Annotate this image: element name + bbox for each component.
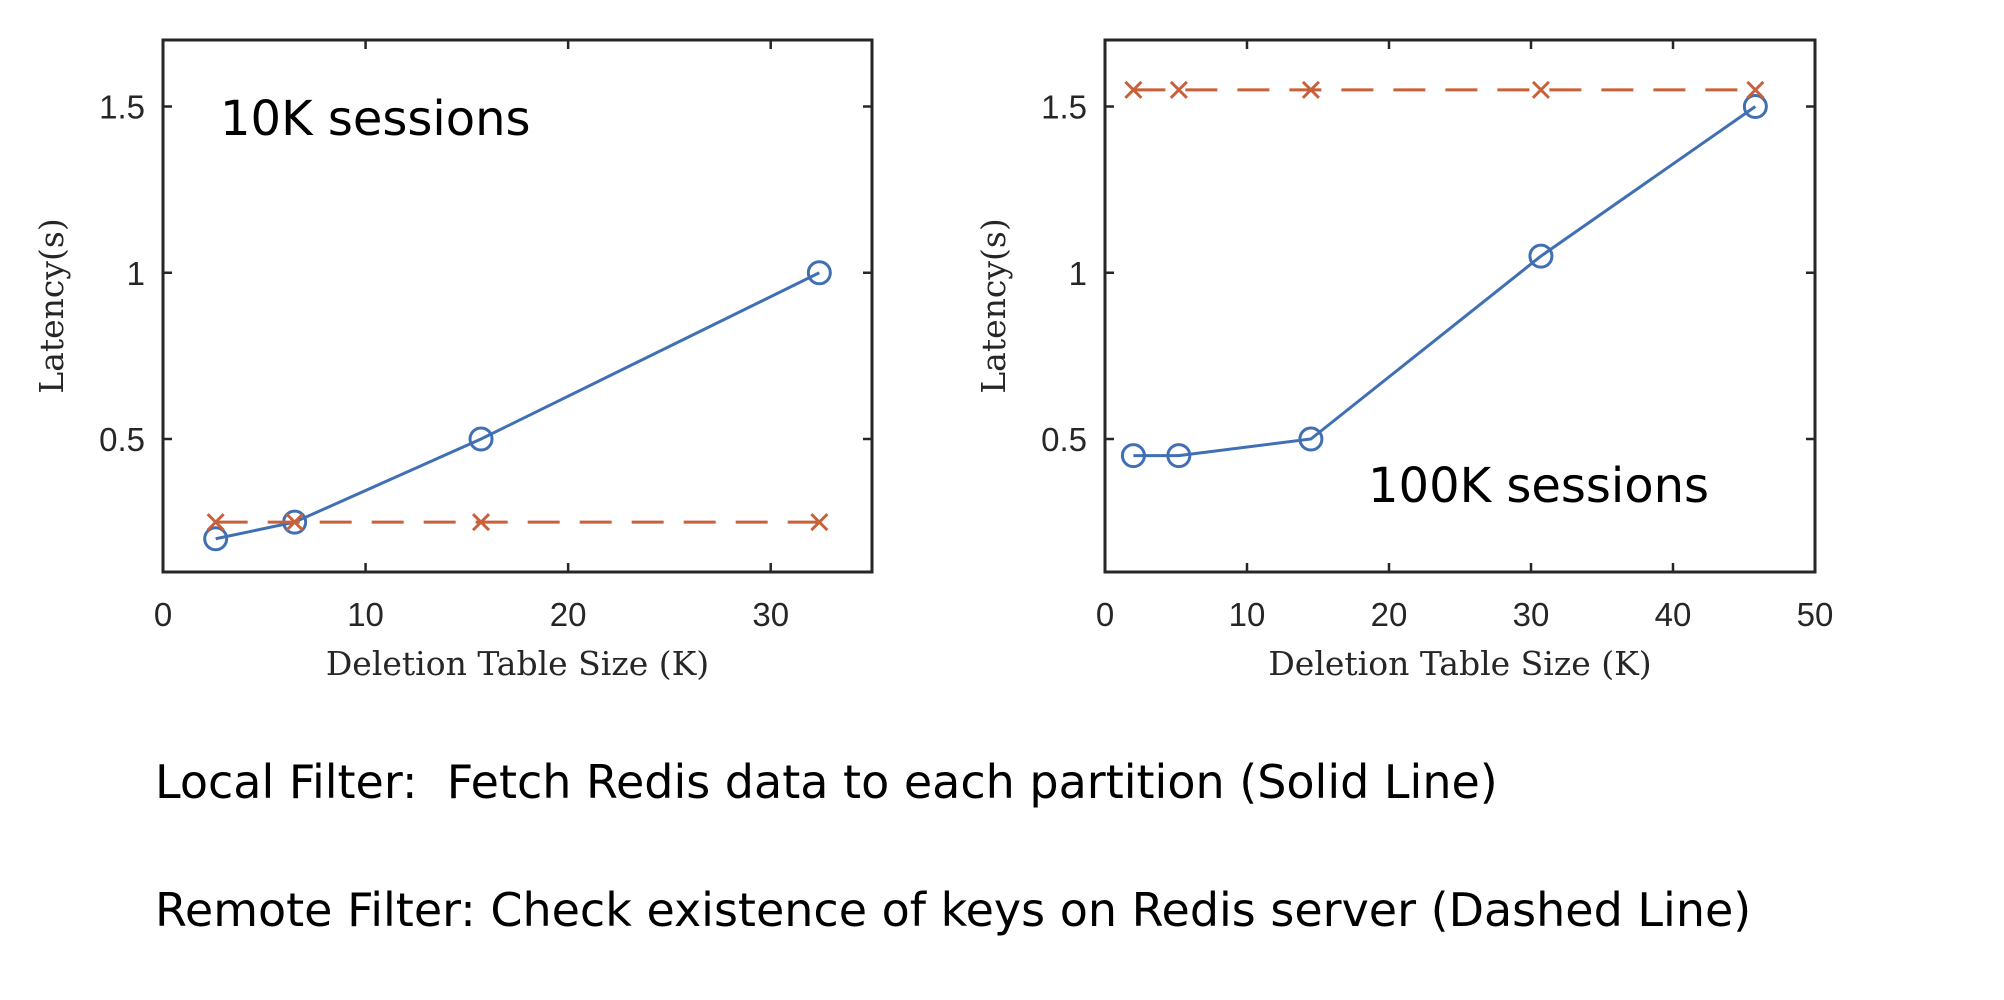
chart1-remote-filter-point: [471, 513, 491, 532]
chart2-remote-filter-point: [1531, 80, 1551, 99]
chart2-y-tick-label: 1.5: [1041, 89, 1087, 126]
chart2-local-filter-point: [1298, 426, 1324, 452]
chart1-x-tick-label: 30: [752, 596, 789, 633]
chart2-local-filter-point: [1120, 443, 1146, 469]
chart1-local-filter-series-line: [215, 271, 820, 541]
chart2-y-axis-label: Latency(s): [974, 218, 1013, 393]
chart1-remote-filter-point: [206, 513, 225, 532]
chart2-remote-filter-point: [1124, 80, 1143, 99]
chart1-y-tick-label: 1: [127, 255, 145, 292]
chart1-y-axis-label: Latency(s): [32, 218, 71, 393]
chart2-x-tick-label: 10: [1229, 596, 1266, 633]
chart2-y-tick-label: 0.5: [1041, 421, 1087, 458]
chart1-y-tick-label: 1.5: [99, 89, 145, 126]
chart2-remote-filter-point: [1169, 80, 1188, 99]
chart1-axes-box: [161, 38, 874, 574]
chart1-x-tick-label: 20: [550, 596, 587, 633]
chart1-x-axis-label: Deletion Table Size (K): [326, 644, 709, 683]
chart1-annotation-label: 10K sessions: [220, 91, 531, 147]
chart2-local-filter-series-line: [1133, 105, 1757, 458]
chart2-x-tick-label: 0: [1096, 596, 1114, 633]
chart1-remote-filter-point: [810, 513, 829, 532]
chart1-y-tick-label: 0.5: [99, 421, 145, 458]
chart1-local-filter-point: [468, 426, 494, 452]
chart2-x-axis-label: Deletion Table Size (K): [1268, 644, 1651, 683]
legend-caption-local-filter: Local Filter: Fetch Redis data to each p…: [155, 755, 1498, 809]
legend-caption-remote-filter: Remote Filter: Check existence of keys o…: [155, 883, 1752, 937]
chart2-local-filter-point: [1528, 243, 1554, 269]
chart2-x-tick-label: 30: [1513, 596, 1550, 633]
chart1-local-filter-point: [203, 526, 229, 552]
chart2-x-tick-label: 20: [1371, 596, 1408, 633]
chart1-remote-filter-point: [285, 513, 304, 532]
chart2-x-tick-label: 40: [1655, 596, 1692, 633]
chart2-plot: 0 10 20 30 40 50 0.5 1 1.5 Deletion Table Size (K…: [974, 38, 1834, 683]
chart2-remote-filter-point: [1746, 80, 1765, 99]
chart1-x-tick-label: 0: [154, 596, 172, 633]
chart2-axes-box: [1103, 38, 1817, 574]
chart2-local-filter-point: [1742, 94, 1768, 119]
chart2-y-tick-label: 1: [1069, 255, 1087, 292]
chart2-x-tick-label: 50: [1797, 596, 1834, 633]
chart2-remote-filter-point: [1301, 80, 1320, 99]
chart1-x-tick-label: 10: [347, 596, 384, 633]
chart1-local-filter-point: [806, 260, 832, 286]
chart2-local-filter-point: [1166, 443, 1192, 469]
chart1-plot: 0 10 20 30 0.5 1 1.5 Deletion Table Size (K) Lat…: [32, 38, 874, 683]
chart2-annotation-label: 100K sessions: [1368, 458, 1709, 514]
